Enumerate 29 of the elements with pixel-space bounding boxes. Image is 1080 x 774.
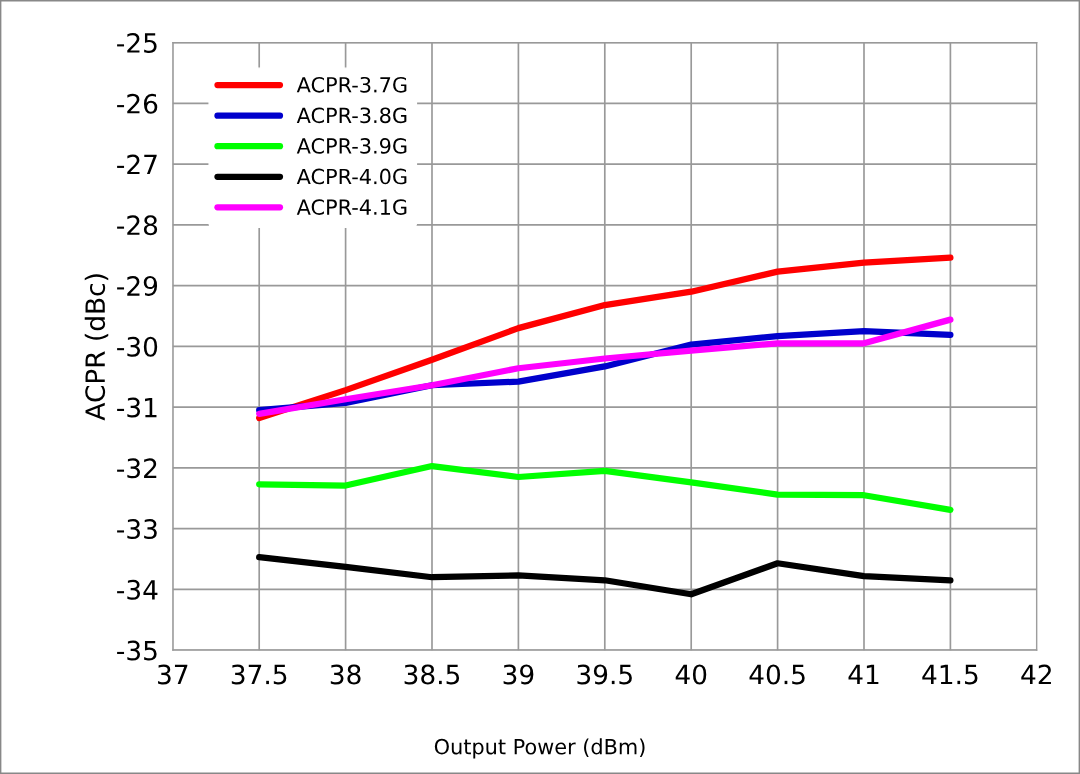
legend-label: ACPR-4.1G: [296, 199, 407, 215]
y-tick-label: -27: [117, 154, 157, 175]
y-tick-label: -32: [117, 458, 157, 479]
x-tick-label: 40: [675, 664, 707, 685]
y-tick-label: -34: [117, 579, 158, 600]
x-tick-label: 40.5: [749, 664, 805, 685]
x-tick-label: 39.5: [577, 664, 632, 685]
legend-label: ACPR-3.9G: [296, 138, 407, 154]
x-tick-label: 41: [848, 664, 879, 685]
y-tick-label: -29: [117, 276, 158, 297]
x-tick-label: 42: [1021, 664, 1051, 685]
x-tick-label: 38: [330, 664, 361, 685]
x-axis-title: Output Power (dBm): [434, 738, 645, 759]
y-tick-label: -25: [117, 33, 157, 53]
x-tick-label: 37: [158, 664, 188, 685]
y-tick-label: -28: [117, 215, 158, 236]
x-tick-label: 38.5: [404, 664, 460, 685]
y-tick-label: -35: [117, 640, 157, 661]
y-tick-label: -26: [117, 93, 158, 114]
x-tick-label: 39: [503, 664, 534, 685]
legend-label: ACPR-3.7G: [296, 76, 407, 93]
y-tick-label: -30: [117, 336, 158, 357]
x-tick-label: 37.5: [231, 664, 287, 685]
x-tick-label: 41.5: [922, 664, 978, 685]
y-tick-label: -31: [117, 397, 157, 418]
y-tick-label: -33: [117, 519, 157, 540]
legend-label: ACPR-3.8G: [296, 107, 407, 124]
legend-label: ACPR-4.0G: [296, 168, 407, 185]
y-axis-title: ACPR (dBc): [84, 274, 109, 421]
